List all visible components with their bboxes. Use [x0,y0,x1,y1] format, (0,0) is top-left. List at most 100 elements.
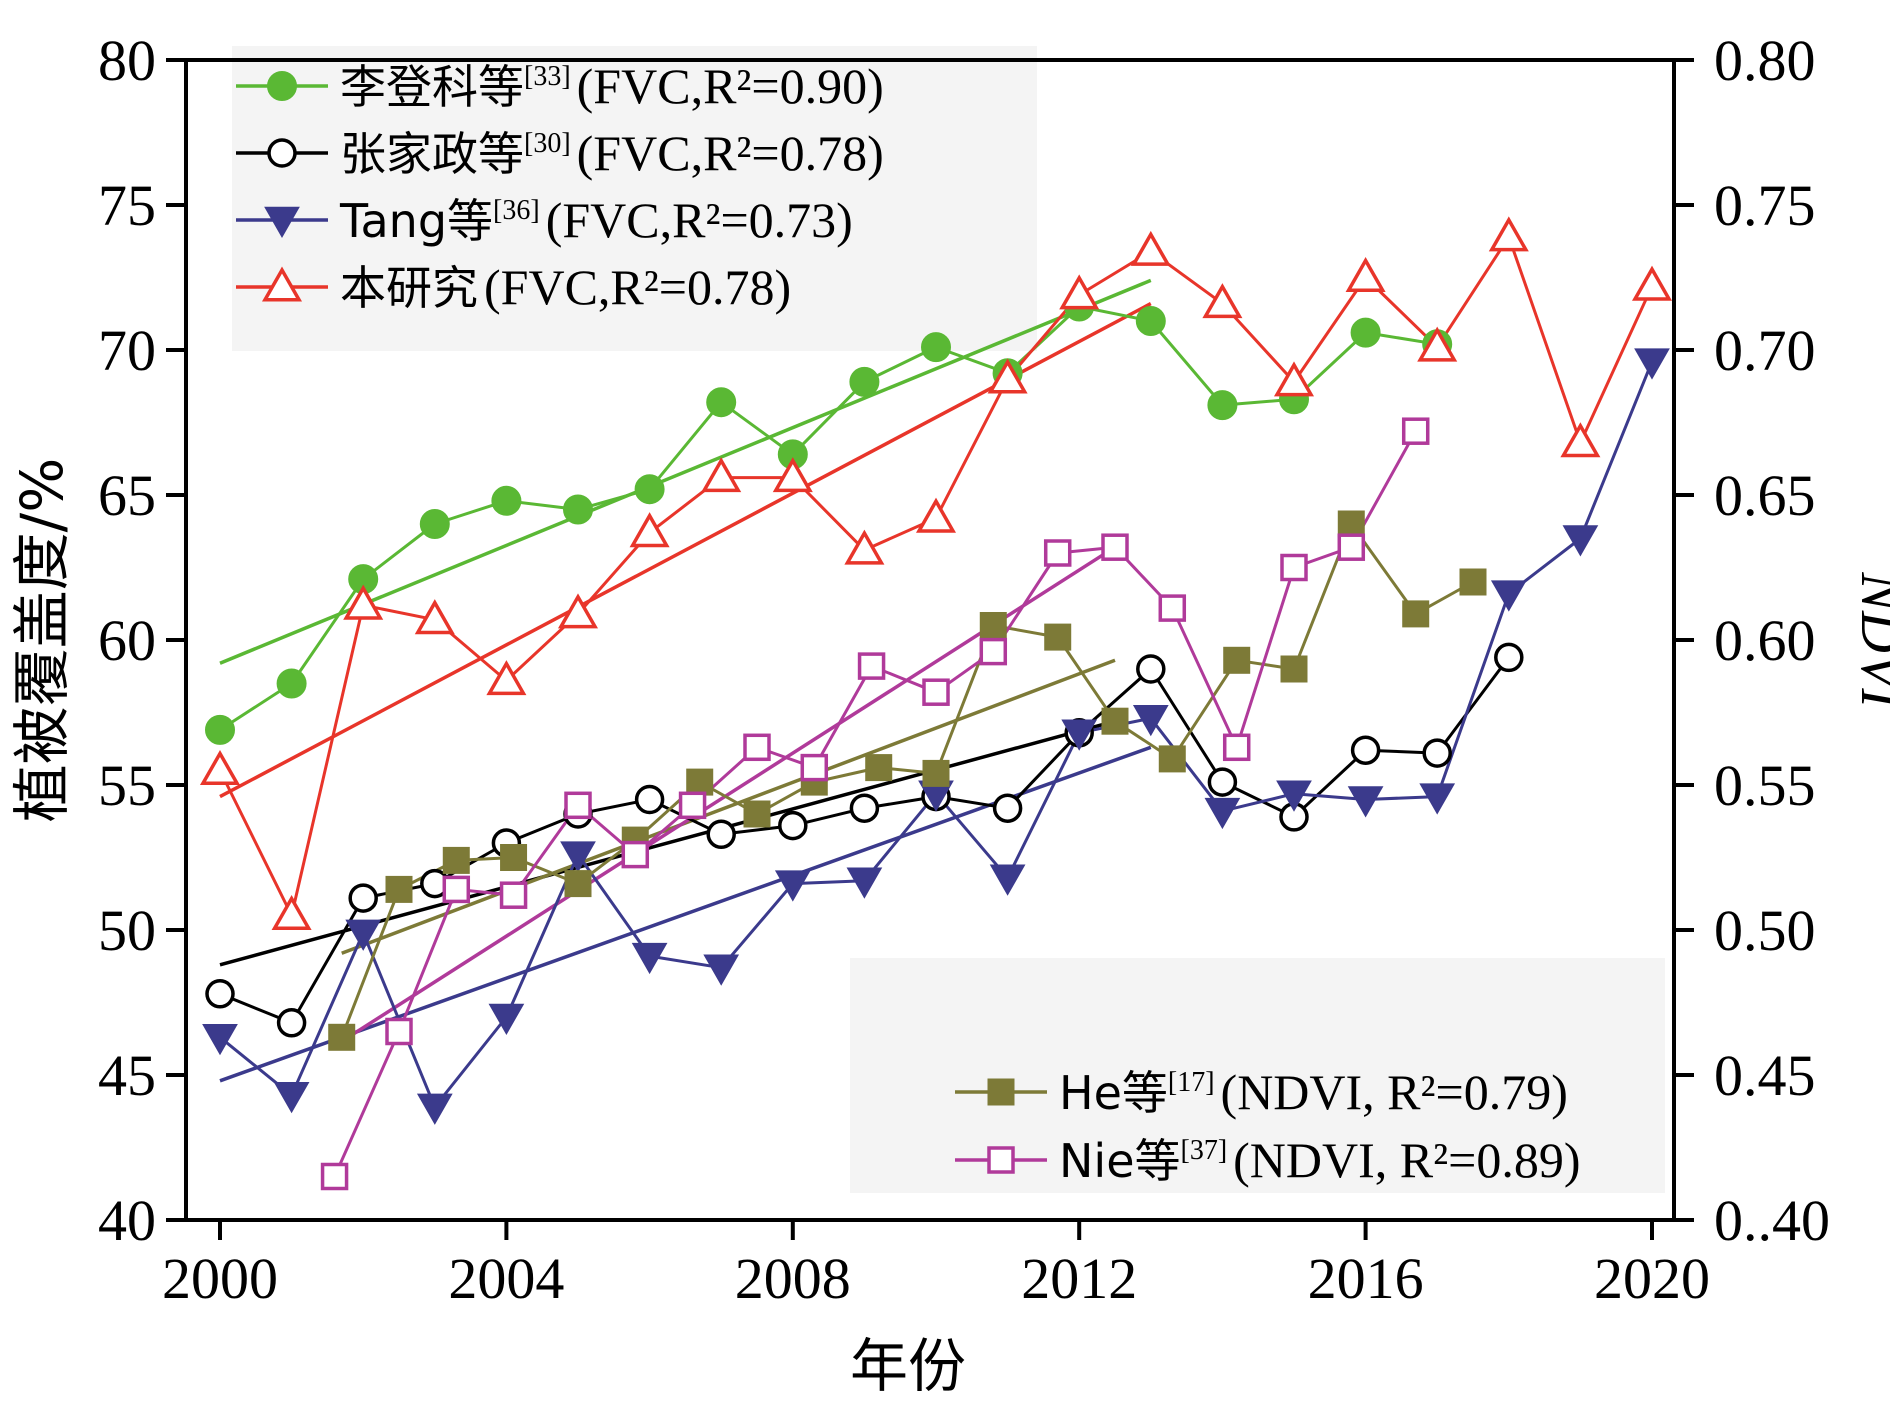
legend-bottom-background [850,958,1665,1193]
data-point-nie [1101,533,1129,561]
data-point-zhang [634,784,665,815]
data-point-tang [345,919,382,951]
y-right-tick-label: 0.65 [1714,463,1816,528]
data-point-zhang [1136,654,1166,684]
data-point-tang [488,1003,525,1036]
data-point-tang [1132,705,1169,737]
legend-marker-ben [261,266,303,302]
data-point-tang [416,1093,453,1125]
legend-marker-nie [987,1146,1015,1174]
data-point-nie [442,875,471,904]
data-point-li [1207,390,1238,421]
x-tick-label: 2020 [1594,1246,1710,1311]
x-tick-label: 2016 [1308,1246,1424,1311]
data-point-zhang [348,883,378,913]
data-point-he [500,844,528,871]
data-point-ben [271,894,312,930]
data-point-zhang [1350,735,1381,765]
x-axis-title: 年份 [850,1332,966,1400]
data-point-zhang [706,819,736,850]
data-point-ben [486,660,527,696]
data-point-zhang [778,810,808,841]
y-right-tick-label: 0.50 [1714,898,1816,963]
legend-bottom: He等[17] (NDVI, R²=0.79) Nie等[37] (NDVI, R²=… [955,1064,1580,1188]
data-point-zhang [276,1008,307,1038]
data-point-ben [772,457,813,493]
legend-label-li: 李登科等[33] (FVC,R²=0.90) [340,58,884,114]
y-right-tick-label: 0..40 [1714,1188,1830,1253]
x-tick-label: 2000 [162,1246,278,1311]
data-point-tang [560,841,596,873]
legend-label-he: He等[17] (NDVI, R²=0.79) [1059,1064,1568,1120]
data-point-zhang [205,979,235,1009]
data-point-ben [1130,230,1171,266]
data-point-li [706,387,737,418]
data-point-tang [1204,797,1241,830]
data-point-he [1101,707,1129,735]
data-point-he [979,612,1007,639]
data-point-nie [800,753,829,782]
y-left-tick-label: 50 [98,898,156,963]
y-left-tick-label: 70 [98,318,156,383]
x-tick-label: 2008 [735,1246,851,1311]
legend-marker-zhang [267,138,297,168]
data-point-he [865,754,893,782]
y-right-tick-label: 0.80 [1714,28,1816,93]
data-point-he [686,768,714,796]
data-point-nie [320,1162,349,1191]
data-point-li [921,332,951,363]
data-point-nie [1222,733,1251,762]
y-right-tick-label: 0.55 [1714,753,1816,818]
legend-marker-tang [264,206,300,239]
data-point-ben [199,749,241,785]
data-point-zhang [1494,642,1524,673]
data-point-ben [1345,256,1386,292]
y-left-tick-label: 80 [98,28,156,93]
data-point-tang [631,942,668,975]
data-point-nie [979,637,1008,666]
data-point-he [1044,623,1072,651]
data-point-he [1158,745,1186,773]
data-point-ben [1417,326,1458,362]
data-point-ben [844,529,885,565]
data-point-tang [1562,525,1599,557]
data-point-li [276,668,307,699]
data-point-zhang [992,793,1023,823]
x-tick-label: 2004 [448,1246,564,1311]
y-right-tick-label: 0.60 [1714,608,1816,673]
data-point-he [1223,646,1251,674]
data-point-ben [1202,283,1243,319]
legend-label-zhang: 张家政等[30] (FVC,R²=0.78) [340,125,884,181]
legend-top: 李登科等[33] (FVC,R²=0.90) 张家政等[30] (FVC,R²=0.7… [236,58,884,315]
data-point-he [442,846,470,874]
data-point-nie [385,1017,413,1046]
markers [199,216,1673,1191]
data-point-li [419,509,450,539]
y-left-tick-label: 55 [98,753,156,818]
trend-line-li [219,278,1152,665]
data-point-nie [1337,533,1366,561]
data-point-nie [621,840,650,869]
legend-label-nie: Nie等[37] (NDVI, R²=0.89) [1059,1132,1580,1188]
y-right-tick-label: 0.45 [1714,1043,1816,1108]
x-tick-label: 2012 [1021,1246,1137,1311]
y-right-tick-label: 0.70 [1714,318,1816,383]
data-point-tang [202,1024,238,1056]
legend-top-background [232,46,1037,351]
data-point-li [1350,317,1381,348]
legend-label-tang: Tang等[36] (FVC,R²=0.73) [339,192,853,248]
legend-label-ben: 本研究 (FVC,R²=0.78) [340,259,791,315]
data-point-nie [564,791,592,820]
data-point-ben [1059,274,1100,310]
data-point-ben [701,457,742,493]
data-point-he [1459,568,1487,596]
data-point-ben [414,599,455,635]
data-point-li [563,494,593,525]
data-point-nie [1043,539,1072,567]
data-point-he [922,759,950,787]
data-point-tang [989,864,1026,896]
data-point-tang [846,867,883,899]
data-point-zhang [849,793,880,823]
legend-marker-he [987,1078,1015,1106]
